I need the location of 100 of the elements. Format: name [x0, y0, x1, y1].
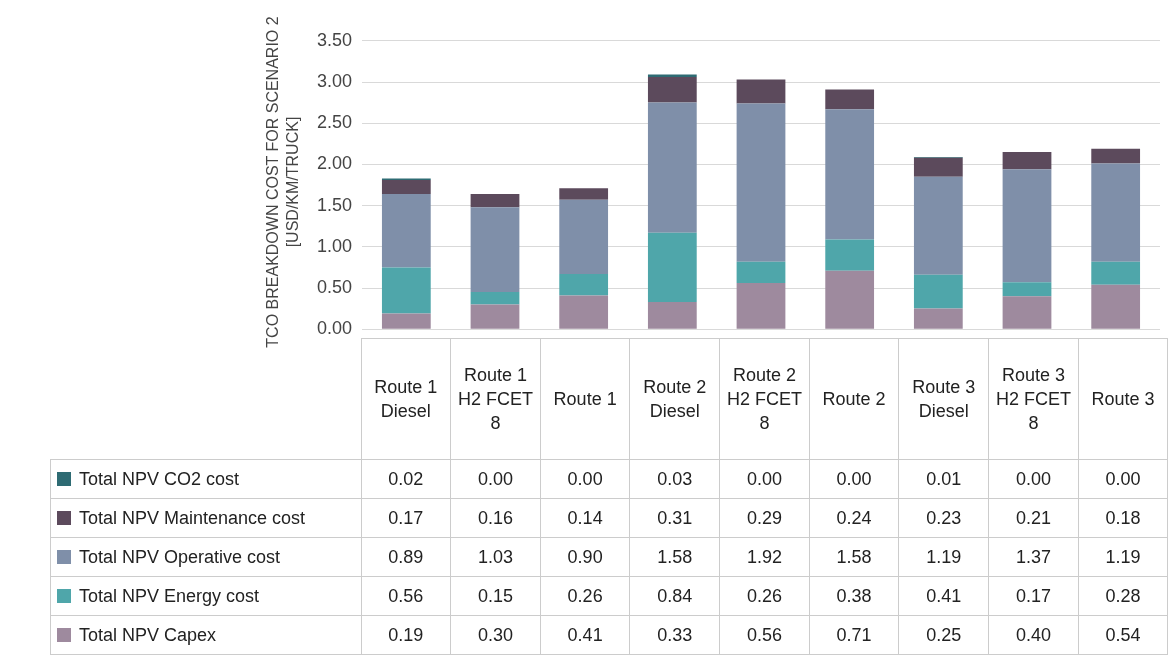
x-tick-label: Route 2 Diesel	[629, 338, 720, 460]
data-label: 0.41	[898, 576, 989, 616]
bar	[736, 103, 786, 262]
data-label: 0.54	[1078, 615, 1168, 655]
bar	[913, 308, 963, 329]
data-label: 0.21	[988, 498, 1079, 538]
data-label: 0.33	[629, 615, 720, 655]
y-tick-label: 1.00	[316, 235, 352, 256]
data-label: 0.90	[540, 537, 630, 577]
data-label: 0.25	[898, 615, 989, 655]
data-label: 0.00	[1078, 459, 1168, 499]
bar	[825, 109, 875, 240]
bar	[1091, 284, 1141, 329]
data-label: 0.71	[809, 615, 899, 655]
x-tick-label: Route 3 H2 FCET 8	[988, 338, 1079, 460]
y-tick-label: 0.50	[316, 276, 352, 297]
bar	[736, 261, 786, 284]
x-tick-label: Route 3	[1078, 338, 1168, 460]
data-label: 0.00	[809, 459, 899, 499]
bar	[381, 313, 431, 329]
data-label: 0.18	[1078, 498, 1168, 538]
y-tick-label: 3.00	[316, 70, 352, 91]
bar	[825, 89, 875, 110]
data-label: 0.00	[719, 459, 810, 499]
data-label: 0.28	[1078, 576, 1168, 616]
bar	[1002, 169, 1052, 283]
data-label: 0.03	[629, 459, 720, 499]
data-label: 0.56	[361, 576, 451, 616]
data-label: 0.17	[361, 498, 451, 538]
data-label: 0.89	[361, 537, 451, 577]
bar	[1002, 296, 1052, 329]
data-label: 1.92	[719, 537, 810, 577]
data-label: 0.84	[629, 576, 720, 616]
x-tick-label: Route 1 Diesel	[361, 338, 451, 460]
bar	[647, 232, 697, 303]
x-tick-label: Route 1	[540, 338, 630, 460]
bar	[559, 273, 609, 296]
data-label: 0.01	[898, 459, 989, 499]
bar	[1091, 163, 1141, 262]
data-label: 0.19	[361, 615, 451, 655]
bar	[381, 267, 431, 314]
data-label: 1.19	[1078, 537, 1168, 577]
data-label: 0.23	[898, 498, 989, 538]
data-label: 0.30	[450, 615, 541, 655]
bar	[1002, 152, 1052, 170]
bar	[559, 188, 609, 200]
x-tick-label: Route 2	[809, 338, 899, 460]
data-label: 0.29	[719, 498, 810, 538]
bar	[470, 292, 520, 305]
data-label: 0.14	[540, 498, 630, 538]
bar	[1091, 261, 1141, 285]
data-label: 0.00	[988, 459, 1079, 499]
data-label: 1.19	[898, 537, 989, 577]
bar	[736, 79, 786, 104]
data-label: 0.26	[719, 576, 810, 616]
bar	[381, 180, 431, 195]
data-label: 0.17	[988, 576, 1079, 616]
legend-label: Total NPV Operative cost	[50, 537, 361, 577]
data-label: 0.26	[540, 576, 630, 616]
bar	[647, 302, 697, 329]
bar	[1002, 282, 1052, 297]
legend-label: Total NPV Maintenance cost	[50, 498, 361, 538]
y-tick-label: 2.00	[316, 153, 352, 174]
x-tick-label: Route 3 Diesel	[898, 338, 989, 460]
data-label: 0.40	[988, 615, 1079, 655]
bar	[913, 274, 963, 309]
data-label: 1.37	[988, 537, 1079, 577]
data-label: 0.00	[540, 459, 630, 499]
legend-label: Total NPV Energy cost	[50, 576, 361, 616]
data-label: 1.58	[629, 537, 720, 577]
y-tick-label: 1.50	[316, 194, 352, 215]
data-label: 0.15	[450, 576, 541, 616]
bar	[381, 194, 431, 268]
bar	[913, 157, 963, 177]
bar	[647, 77, 697, 103]
data-label: 1.58	[809, 537, 899, 577]
bar	[825, 239, 875, 271]
bar	[470, 207, 520, 293]
bar	[559, 295, 609, 329]
x-tick-label: Route 1 H2 FCET 8	[450, 338, 541, 460]
data-label: 0.41	[540, 615, 630, 655]
data-label: 0.24	[809, 498, 899, 538]
bar	[913, 176, 963, 275]
legend-label: Total NPV Capex	[50, 615, 361, 655]
data-label: 1.03	[450, 537, 541, 577]
bar	[647, 102, 697, 233]
x-tick-label: Route 2 H2 FCET 8	[719, 338, 810, 460]
data-label: 0.16	[450, 498, 541, 538]
data-label: 0.02	[361, 459, 451, 499]
legend-label: Total NPV CO2 cost	[50, 459, 361, 499]
bar	[736, 283, 786, 329]
bar	[559, 199, 609, 274]
y-tick-label: 3.50	[316, 29, 352, 50]
y-axis-title: TCO BREAKDOWN COST FOR SCENARIO 2 [USD/KM/TRUCK]	[263, 15, 302, 350]
bar	[470, 304, 520, 329]
y-tick-label: 0.00	[316, 318, 352, 339]
data-label: 0.56	[719, 615, 810, 655]
y-tick-label: 2.50	[316, 112, 352, 133]
data-label: 0.00	[450, 459, 541, 499]
bar	[825, 270, 875, 329]
